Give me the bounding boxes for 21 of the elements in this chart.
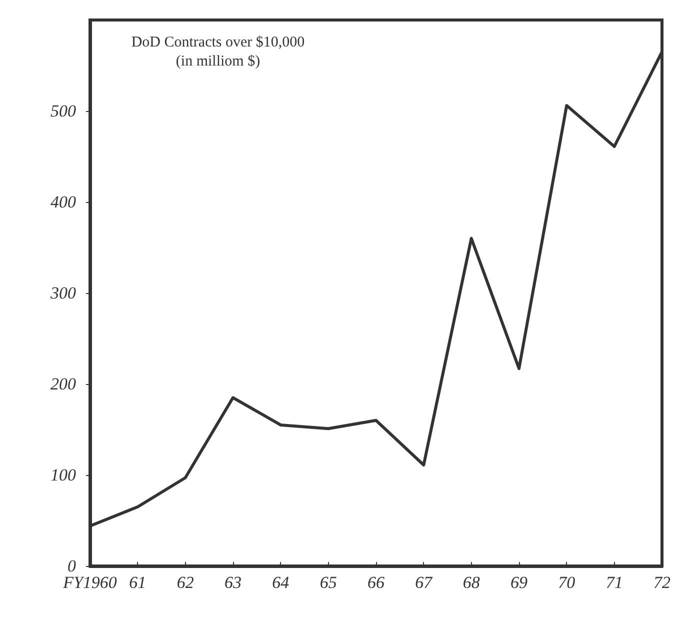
x-tick-label: 64 — [272, 573, 290, 592]
y-tick-label: 400 — [50, 192, 76, 212]
y-tick-label: 200 — [50, 374, 76, 394]
x-tick-label: 70 — [558, 573, 576, 592]
x-tick-label: 62 — [176, 573, 194, 592]
y-tick-label: 500 — [50, 102, 76, 120]
y-tick-label: 300 — [50, 284, 76, 302]
x-tick-label: 69 — [510, 573, 528, 592]
text: (in milliom $) — [176, 54, 260, 70]
x-tick-label: 68 — [462, 573, 480, 592]
y-tick-label: 0 — [68, 556, 76, 576]
x-tick-label: 61 — [129, 573, 146, 592]
text: DoD Contracts over $10,000 — [131, 34, 305, 50]
x-tick-label: 63 — [224, 573, 242, 592]
x-tick-label: 66 — [368, 573, 385, 592]
x-tick-label: 65 — [320, 573, 337, 592]
x-tick-label: FY1960 — [62, 573, 118, 592]
x-tick-label: 67 — [415, 573, 434, 592]
x-tick-label: 72 — [654, 573, 671, 592]
y-tick-label: 100 — [50, 466, 76, 484]
x-tick-label: 71 — [606, 573, 623, 592]
